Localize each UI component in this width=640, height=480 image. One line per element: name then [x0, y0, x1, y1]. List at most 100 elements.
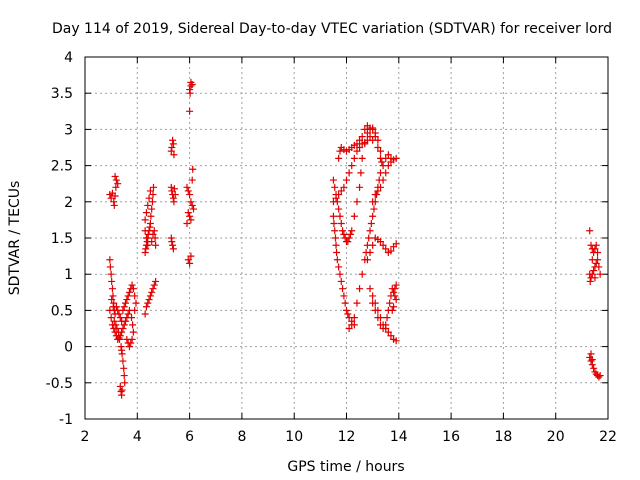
data-point [350, 321, 358, 329]
data-point [341, 299, 349, 307]
data-point [337, 187, 345, 195]
data-point [187, 216, 195, 224]
data-point [387, 332, 395, 340]
data-point [331, 227, 339, 235]
data-point [376, 238, 384, 246]
data-point [356, 144, 364, 151]
data-point [348, 162, 356, 170]
data-point [591, 245, 599, 253]
data-point [145, 194, 153, 202]
data-point [148, 198, 156, 206]
data-point [109, 292, 117, 300]
data-point [392, 337, 400, 345]
data-point [146, 220, 154, 228]
data-point [376, 147, 384, 155]
y-axis-label: SDTVAR / TECUs [7, 181, 23, 296]
data-point [382, 169, 390, 177]
data-point [116, 314, 124, 322]
data-point [148, 205, 156, 213]
data-point [142, 234, 150, 242]
data-point [378, 158, 386, 166]
data-point [107, 194, 115, 202]
x-tick-label: 4 [133, 429, 142, 445]
data-point [590, 364, 598, 372]
data-point [124, 310, 132, 318]
data-point [169, 140, 177, 148]
data-point [169, 241, 177, 249]
data-points [106, 78, 604, 399]
data-point [112, 176, 120, 184]
data-point [107, 314, 115, 322]
data-point [345, 234, 353, 242]
data-point [106, 263, 114, 271]
data-point [150, 281, 158, 289]
data-point [392, 154, 400, 162]
data-point [588, 256, 596, 264]
y-tick-label: 3.5 [51, 86, 73, 102]
data-point [358, 154, 366, 162]
data-point [594, 248, 602, 256]
data-point [119, 325, 127, 332]
data-point [108, 277, 116, 285]
data-point [384, 328, 392, 336]
data-point [345, 325, 353, 332]
data-point [365, 234, 373, 242]
data-point [348, 317, 356, 325]
data-point [184, 256, 192, 264]
data-point [119, 306, 127, 314]
data-point [121, 379, 129, 387]
data-point [141, 227, 149, 235]
data-point [588, 270, 596, 278]
data-point [590, 267, 598, 275]
data-point [111, 192, 119, 200]
data-point [124, 292, 132, 300]
data-point [350, 212, 358, 220]
x-tick-label: 2 [81, 429, 90, 445]
data-point [358, 133, 366, 141]
data-point [374, 144, 382, 151]
data-point [120, 364, 128, 372]
data-point [336, 212, 344, 220]
y-tick-label: 2 [64, 195, 73, 211]
data-point [371, 133, 379, 141]
data-point [114, 180, 122, 188]
data-point [369, 212, 377, 220]
data-point [186, 212, 194, 220]
data-point [187, 252, 195, 260]
data-point [142, 245, 150, 253]
data-point [588, 356, 596, 364]
data-point [363, 256, 371, 264]
data-point [109, 303, 117, 311]
data-point [376, 183, 384, 191]
data-point [332, 194, 340, 202]
y-tick-label: -1 [59, 412, 73, 428]
data-point [369, 125, 377, 133]
data-point [107, 270, 115, 278]
data-point [356, 183, 364, 191]
data-point [366, 285, 374, 293]
data-point [369, 136, 377, 144]
data-point [112, 321, 120, 329]
data-point [170, 185, 178, 193]
data-point [332, 241, 340, 249]
data-point [116, 335, 124, 343]
data-point [337, 277, 345, 285]
data-point [170, 151, 178, 159]
x-tick-label: 12 [338, 429, 356, 445]
chart-title: Day 114 of 2019, Sidereal Day-to-day VTE… [52, 21, 612, 37]
data-point [106, 256, 114, 264]
data-point [592, 259, 600, 267]
data-point [335, 205, 343, 213]
x-tick-label: 20 [547, 429, 565, 445]
data-point [120, 303, 128, 311]
data-point [110, 201, 118, 209]
data-point [184, 187, 192, 195]
data-point [108, 296, 116, 304]
data-point [127, 339, 135, 347]
data-point [335, 154, 343, 162]
data-point [120, 372, 128, 380]
data-point [379, 325, 387, 332]
data-point [390, 288, 398, 296]
data-point [170, 198, 178, 206]
data-point [344, 238, 352, 246]
